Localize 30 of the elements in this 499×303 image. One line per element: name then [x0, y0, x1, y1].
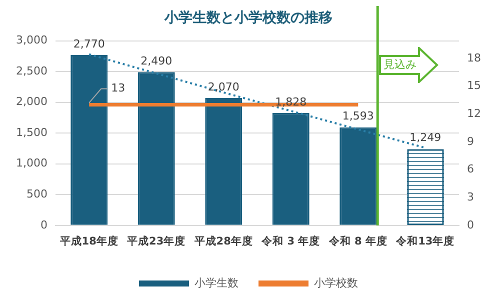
y2-tick-label: 9	[467, 134, 474, 148]
y-tick-label: 0	[40, 218, 48, 232]
data-label: 1,249	[410, 130, 442, 144]
y2-tick-label: 12	[467, 106, 482, 120]
y-tick-label: 1,500	[16, 126, 48, 139]
legend-label: 小学校数	[314, 276, 358, 290]
x-tick-label: 平成18年度	[58, 234, 118, 248]
data-label: 2,490	[140, 54, 172, 68]
y-tick-label: 2,000	[16, 95, 48, 108]
data-label: 13	[111, 82, 126, 95]
data-label: 2,070	[208, 80, 240, 94]
x-tick-label: 令和13年度	[395, 234, 455, 248]
y2-tick-label: 6	[467, 162, 474, 176]
y2-tick-label: 18	[467, 51, 482, 64]
y2-tick-label: 15	[467, 79, 482, 92]
y2-tick-label: 3	[467, 190, 474, 204]
x-tick-label: 令和 8 年度	[328, 234, 388, 248]
y-tick-label: 1,000	[16, 156, 48, 170]
y-tick-label: 500	[26, 187, 48, 200]
y-tick-label: 3,000	[16, 34, 48, 47]
x-tick-label: 平成28年度	[193, 234, 253, 248]
chart-title: 小学生数と小学校数の推移	[164, 10, 332, 26]
data-label: 1,593	[342, 110, 374, 123]
data-label: 2,770	[73, 37, 105, 50]
x-tick-label: 令和 3 年度	[260, 234, 320, 248]
x-tick-label: 平成23年度	[126, 234, 186, 248]
ref-line-label: 見込み	[384, 56, 417, 73]
y-tick-label: 2,500	[16, 64, 48, 78]
legend-label: 小学生数	[194, 276, 238, 290]
y2-tick-label: 0	[467, 218, 474, 232]
